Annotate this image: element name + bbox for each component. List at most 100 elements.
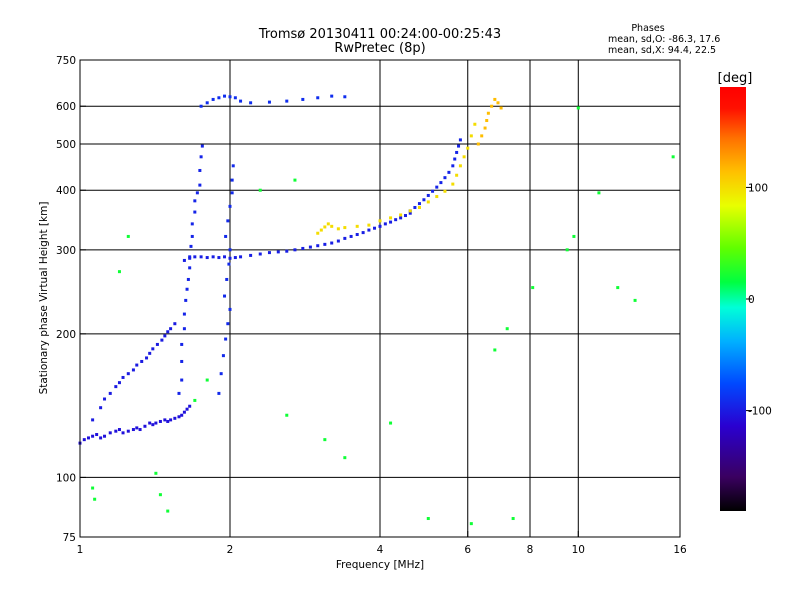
phases-o-stats: mean, sd,O: -86.3, 17.6 (608, 34, 720, 45)
echo-point (126, 372, 130, 376)
echo-point (493, 348, 497, 352)
echo-point (443, 189, 447, 193)
echo-point (131, 368, 135, 372)
echo-point (443, 176, 447, 180)
echo-point (233, 96, 237, 100)
echo-point (211, 97, 215, 101)
echo-point (343, 226, 347, 230)
echo-point (319, 228, 323, 232)
echo-point (182, 410, 186, 414)
echo-point (469, 522, 473, 526)
echo-point (182, 327, 186, 331)
echo-point (230, 191, 234, 195)
y-tick-label: 75 (63, 532, 76, 544)
echo-point (186, 277, 190, 281)
echo-point (285, 99, 289, 103)
plot-grid (80, 60, 680, 537)
echo-point (190, 234, 194, 238)
echo-point (316, 231, 320, 235)
echo-point (267, 100, 271, 104)
echo-point (616, 286, 620, 290)
echo-point (323, 242, 327, 246)
echo-point (160, 338, 164, 342)
echo-point (258, 252, 262, 256)
echo-point (451, 182, 455, 186)
echo-point (211, 255, 215, 259)
echo-point (158, 419, 162, 423)
echo-point (249, 253, 253, 257)
echo-point (126, 234, 130, 238)
echo-point (228, 95, 232, 99)
echo-point (217, 391, 221, 395)
echo-point (227, 262, 231, 266)
echo-point (233, 256, 237, 260)
echo-point (671, 155, 675, 159)
echo-point (188, 266, 192, 270)
echo-point (154, 421, 158, 425)
y-axis-label: Stationary phase Virtual Height [km] (38, 202, 50, 395)
echo-point (483, 126, 487, 130)
colorbar-tick-label: 100 (748, 182, 768, 194)
x-tick-label: 16 (673, 544, 687, 556)
echo-point (180, 378, 184, 382)
echo-point (226, 219, 230, 223)
data-points (78, 94, 675, 526)
x-tick-label: 6 (464, 544, 471, 556)
echo-point (457, 144, 461, 148)
echo-point (439, 181, 443, 185)
echo-point (86, 436, 90, 440)
echo-point (367, 223, 371, 227)
echo-point (367, 228, 371, 232)
echo-point (151, 347, 155, 351)
y-axis-ticks: 75 100 200 300 400 500 600 750 (56, 55, 86, 544)
echo-point (103, 397, 107, 401)
echo-point (154, 471, 158, 475)
echo-point (394, 218, 398, 222)
y-tick-label: 750 (56, 55, 76, 67)
echo-point (343, 456, 347, 460)
echo-point (166, 419, 170, 423)
x-axis-ticks: 1 2 4 6 8 10 16 (77, 531, 687, 556)
echo-point (378, 224, 382, 228)
echo-point (378, 219, 382, 223)
chart-title: Tromsø 20130411 00:24:00-00:25:43 (258, 27, 501, 42)
echo-point (185, 287, 189, 291)
echo-point (447, 170, 451, 174)
echo-point (138, 428, 142, 432)
y-tick-label: 100 (56, 472, 76, 484)
y-tick-label: 400 (56, 185, 76, 197)
phases-x-stats: mean, sd,X: 94.4, 22.5 (608, 45, 716, 56)
echo-point (276, 250, 280, 254)
echo-point (426, 193, 430, 197)
echo-point (473, 122, 477, 126)
echo-point (231, 164, 235, 168)
echo-point (163, 418, 167, 422)
echo-point (330, 241, 334, 245)
echo-point (633, 298, 637, 302)
echo-point (151, 423, 155, 427)
echo-point (399, 213, 403, 217)
echo-point (117, 428, 121, 432)
echo-point (490, 104, 494, 108)
echo-point (114, 429, 118, 433)
echo-point (355, 224, 359, 228)
echo-point (422, 198, 426, 202)
echo-point (285, 249, 289, 253)
echo-point (82, 438, 86, 442)
echo-point (476, 142, 480, 146)
echo-point (458, 138, 462, 142)
echo-point (316, 96, 320, 100)
echo-point (177, 415, 181, 419)
echo-point (99, 406, 103, 410)
echo-point (180, 413, 184, 417)
echo-point (158, 493, 162, 497)
echo-point (223, 255, 227, 259)
echo-point (223, 94, 227, 98)
echo-point (198, 183, 202, 187)
echo-point (198, 168, 202, 172)
echo-point (91, 486, 95, 490)
echo-point (114, 385, 118, 389)
echo-point (485, 119, 489, 123)
echo-point (217, 96, 221, 100)
